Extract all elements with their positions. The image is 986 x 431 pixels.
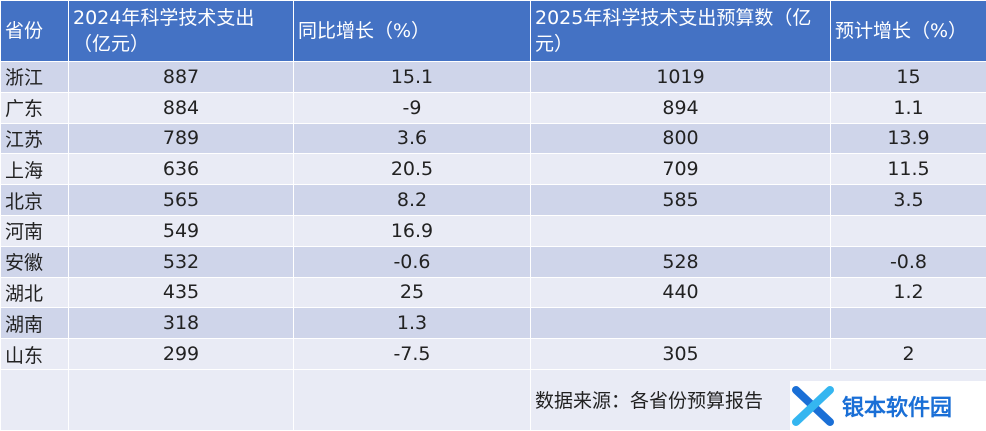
header-cell: 2024年科学技术支出（亿元） [68,0,294,62]
table-cell: 16.9 [293,214,531,247]
table-cell: 20.5 [293,153,531,186]
table-row: 广东 884 -9 894 1.1 [0,91,986,124]
table-cell: 河南 [0,214,69,247]
table-row: 河南 549 16.9 [0,214,986,247]
table-cell: 305 [530,338,831,370]
table-row: 上海 636 20.5 709 11.5 [0,153,986,186]
table-cell: 565 [68,184,294,216]
table-cell: 25 [293,276,531,309]
table-row: 山东 299 -7.5 305 2 [0,338,986,370]
table-cell: 789 [68,122,294,155]
table-cell: 13.9 [830,122,986,155]
table-cell: 15 [830,61,986,93]
table-cell: 安徽 [0,245,69,278]
watermark: 银本软件园 [790,381,986,431]
table-cell [293,368,531,431]
table-cell: 894 [530,91,831,124]
table-cell: 3.5 [830,184,986,216]
header-cell: 省份 [0,0,69,62]
table-cell: 11.5 [830,153,986,186]
table-cell: 709 [530,153,831,186]
table-cell: 1.1 [830,91,986,124]
table-cell: 532 [68,245,294,278]
table-row: 湖北 435 25 440 1.2 [0,276,986,309]
watermark-logo [792,386,834,426]
table-row: 湖南 318 1.3 [0,307,986,340]
table-cell [830,214,986,247]
table-cell: 800 [530,122,831,155]
table-cell: 1.2 [830,276,986,309]
header-cell: 2025年科学技术支出预算数（亿元） [530,0,831,62]
table-cell: 440 [530,276,831,309]
table-cell: -0.6 [293,245,531,278]
header-cell: 同比增长（%） [293,0,531,62]
header-row: 省份 2024年科学技术支出（亿元） 同比增长（%） 2025年科学技术支出预算数（亿… [0,0,986,62]
watermark-text: 银本软件园 [842,396,953,421]
table-cell: 528 [530,245,831,278]
table-cell: 江苏 [0,122,69,155]
table-cell: 3.6 [293,122,531,155]
table-cell: 上海 [0,153,69,186]
table-cell: 549 [68,214,294,247]
table-cell: 湖南 [0,307,69,340]
table-cell: 884 [68,91,294,124]
table-cell: 1019 [530,61,831,93]
table-cell: 湖北 [0,276,69,309]
table-cell: 8.2 [293,184,531,216]
table-cell: -7.5 [293,338,531,370]
table-row: 浙江 887 15.1 1019 15 [0,61,986,93]
table-row: 安徽 532 -0.6 528 -0.8 [0,245,986,278]
table-cell: 2 [830,338,986,370]
table-cell: 299 [68,338,294,370]
table-cell: -9 [293,91,531,124]
table-cell: 1.3 [293,307,531,340]
table-cell: 585 [530,184,831,216]
table-cell: 广东 [0,91,69,124]
table-cell: 636 [68,153,294,186]
header-cell: 预计增长（%） [830,0,986,62]
table-row: 江苏 789 3.6 800 13.9 [0,122,986,155]
table-cell: 887 [68,61,294,93]
table-cell: 318 [68,307,294,340]
table-cell [0,368,69,431]
table-cell: 435 [68,276,294,309]
table-cell [530,214,831,247]
table-cell [530,307,831,340]
table-cell: -0.8 [830,245,986,278]
table-cell [68,368,294,431]
table-cell: 浙江 [0,61,69,93]
table-cell: 北京 [0,184,69,216]
table-cell: 山东 [0,338,69,370]
table-cell [830,307,986,340]
table-cell: 15.1 [293,61,531,93]
table-row: 北京 565 8.2 585 3.5 [0,184,986,216]
